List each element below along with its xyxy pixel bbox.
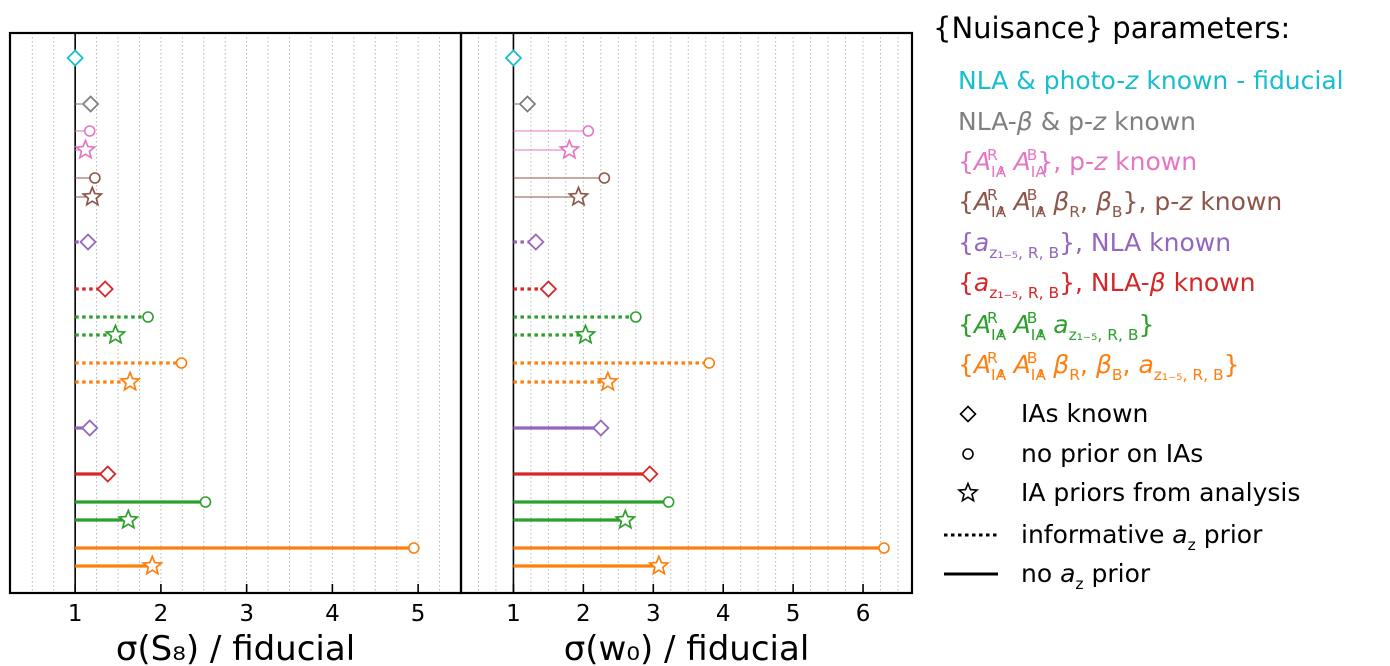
- data-point-star-aia_az: [117, 508, 140, 530]
- x-tick-label: 1: [68, 601, 83, 627]
- data-point-star-aia_az: [574, 323, 597, 345]
- x-tick-label: 5: [411, 601, 426, 627]
- legend-marker-circle: [962, 448, 974, 460]
- data-point-circle-aia_beta_az: [408, 542, 420, 554]
- legend: {Nuisance} parameters: NLA & photo-z know…: [933, 11, 1344, 593]
- data-point-circle-aia_pz: [582, 125, 595, 137]
- legend-item-fiducial: NLA & photo-z known - fiducial: [958, 66, 1344, 95]
- x-tick-label: 1: [506, 601, 521, 627]
- data-point-star-aia_beta_pz: [81, 185, 104, 207]
- x-tick-label: 4: [325, 601, 340, 627]
- data-point-diamond-az_nla_beta: [539, 280, 558, 298]
- legend-item-aia_beta_az: {AIAR, AIAB, βR, βB, az₁₋₅, R, B}: [958, 349, 1240, 384]
- x-tick-label: 2: [576, 601, 591, 627]
- data-point-star-aia_pz: [74, 138, 97, 160]
- data-point-circle-aia_az: [199, 496, 212, 508]
- data-point-star-aia_pz: [558, 138, 581, 160]
- legend-item-aia_pz: {AIAR, AIAB}, p-z known: [958, 146, 1197, 181]
- data-point-star-aia_az: [614, 508, 637, 530]
- legend-title: {Nuisance} parameters:: [933, 11, 1290, 45]
- x-axis-label: σ(S₈) / fiducial: [116, 629, 355, 666]
- data-point-diamond-fiducial: [66, 49, 84, 67]
- chart-panels: 1 2 3 4 5 σ(S₈) / fiducial 1 2 3 4 5 6 σ(w₀) / fiduc…: [8, 31, 914, 666]
- panel-1: 1 2 3 4 5 σ(S₈) / fiducial: [8, 31, 463, 666]
- data-point-circle-aia_az: [630, 311, 642, 323]
- data-point-circle-aia_beta_az: [878, 542, 890, 554]
- data-point-circle-aia_az: [142, 311, 154, 323]
- legend-marker-star: [956, 481, 980, 503]
- x-tick-label: 4: [716, 601, 731, 627]
- panel-2: 1 2 3 4 5 6 σ(w₀) / fiducial: [459, 31, 914, 666]
- data-point-diamond-az_nla_beta: [98, 465, 117, 483]
- legend-line-label: informative az prior: [1021, 520, 1263, 554]
- x-tick-label: 6: [856, 601, 871, 627]
- data-point-star-aia_beta_az: [647, 554, 671, 576]
- data-point-star-aia_beta_pz: [567, 185, 590, 207]
- data-point-diamond-az_nla: [80, 419, 99, 437]
- data-point-diamond-nla_beta_pz: [518, 95, 537, 113]
- data-point-star-aia_beta_az: [596, 370, 620, 392]
- legend-item-az_nla: {az₁₋₅, R, B}, NLA known: [958, 228, 1231, 262]
- legend-item-aia_az: {AIAR, AIAB, az₁₋₅, R, B}: [958, 309, 1154, 344]
- x-tick-label: 2: [154, 601, 169, 627]
- grid: [31, 33, 441, 593]
- data-point-circle-aia_beta_az: [175, 357, 188, 369]
- data-point-circle-aia_beta_pz: [598, 172, 611, 184]
- data-point-diamond-az_nla: [527, 233, 545, 251]
- plot-frame: [8, 31, 463, 595]
- x-tick-label: 5: [786, 601, 801, 627]
- data-point-circle-aia_beta_az: [703, 357, 716, 369]
- legend-item-aia_beta_pz: {AIAR, AIAB, βR, βB}, p-z known: [958, 186, 1282, 221]
- data-point-diamond-nla_beta_pz: [81, 95, 100, 113]
- data-point-diamond-az_nla_beta: [641, 465, 659, 483]
- legend-item-nla_beta_pz: NLA-β & p-z known: [958, 107, 1196, 136]
- plot-frame: [459, 31, 914, 595]
- legend-marker-diamond: [959, 405, 977, 423]
- data-point-circle-aia_pz: [83, 125, 96, 137]
- data-point-diamond-az_nla: [79, 233, 97, 251]
- x-tick-label: 3: [646, 601, 661, 627]
- data-point-diamond-fiducial: [504, 49, 523, 67]
- grid: [478, 33, 899, 593]
- data-point-circle-aia_az: [662, 496, 675, 508]
- data-point-star-aia_beta_az: [141, 554, 164, 576]
- data-point-diamond-az_nla_beta: [96, 280, 114, 298]
- legend-marker-label: no prior on IAs: [1021, 439, 1203, 468]
- x-axis-label: σ(w₀) / fiducial: [564, 629, 810, 666]
- x-tick-label: 3: [239, 601, 254, 627]
- legend-marker-label: IA priors from analysis: [1021, 478, 1300, 507]
- legend-line-label: no az prior: [1021, 559, 1151, 593]
- data-point-diamond-az_nla: [592, 419, 610, 437]
- legend-marker-label: IAs known: [1021, 399, 1148, 428]
- legend-item-az_nla_beta: {az₁₋₅, R, B}, NLA-β known: [958, 268, 1256, 302]
- data-point-star-aia_az: [104, 323, 127, 345]
- data-point-star-aia_beta_az: [118, 370, 142, 392]
- data-point-circle-aia_beta_pz: [89, 172, 101, 184]
